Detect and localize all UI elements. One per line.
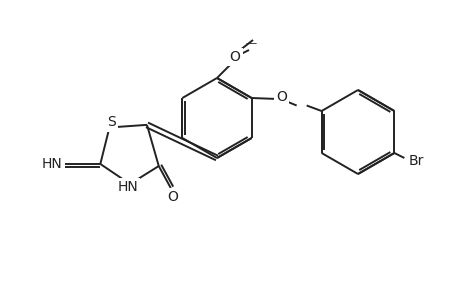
Text: O: O [229, 50, 240, 64]
Text: O: O [167, 190, 178, 204]
Text: S: S [107, 116, 116, 130]
Text: HN: HN [42, 157, 62, 171]
Text: —: — [245, 38, 256, 48]
Text: HN: HN [118, 180, 138, 194]
Text: Br: Br [408, 154, 423, 168]
Text: O: O [275, 90, 286, 104]
